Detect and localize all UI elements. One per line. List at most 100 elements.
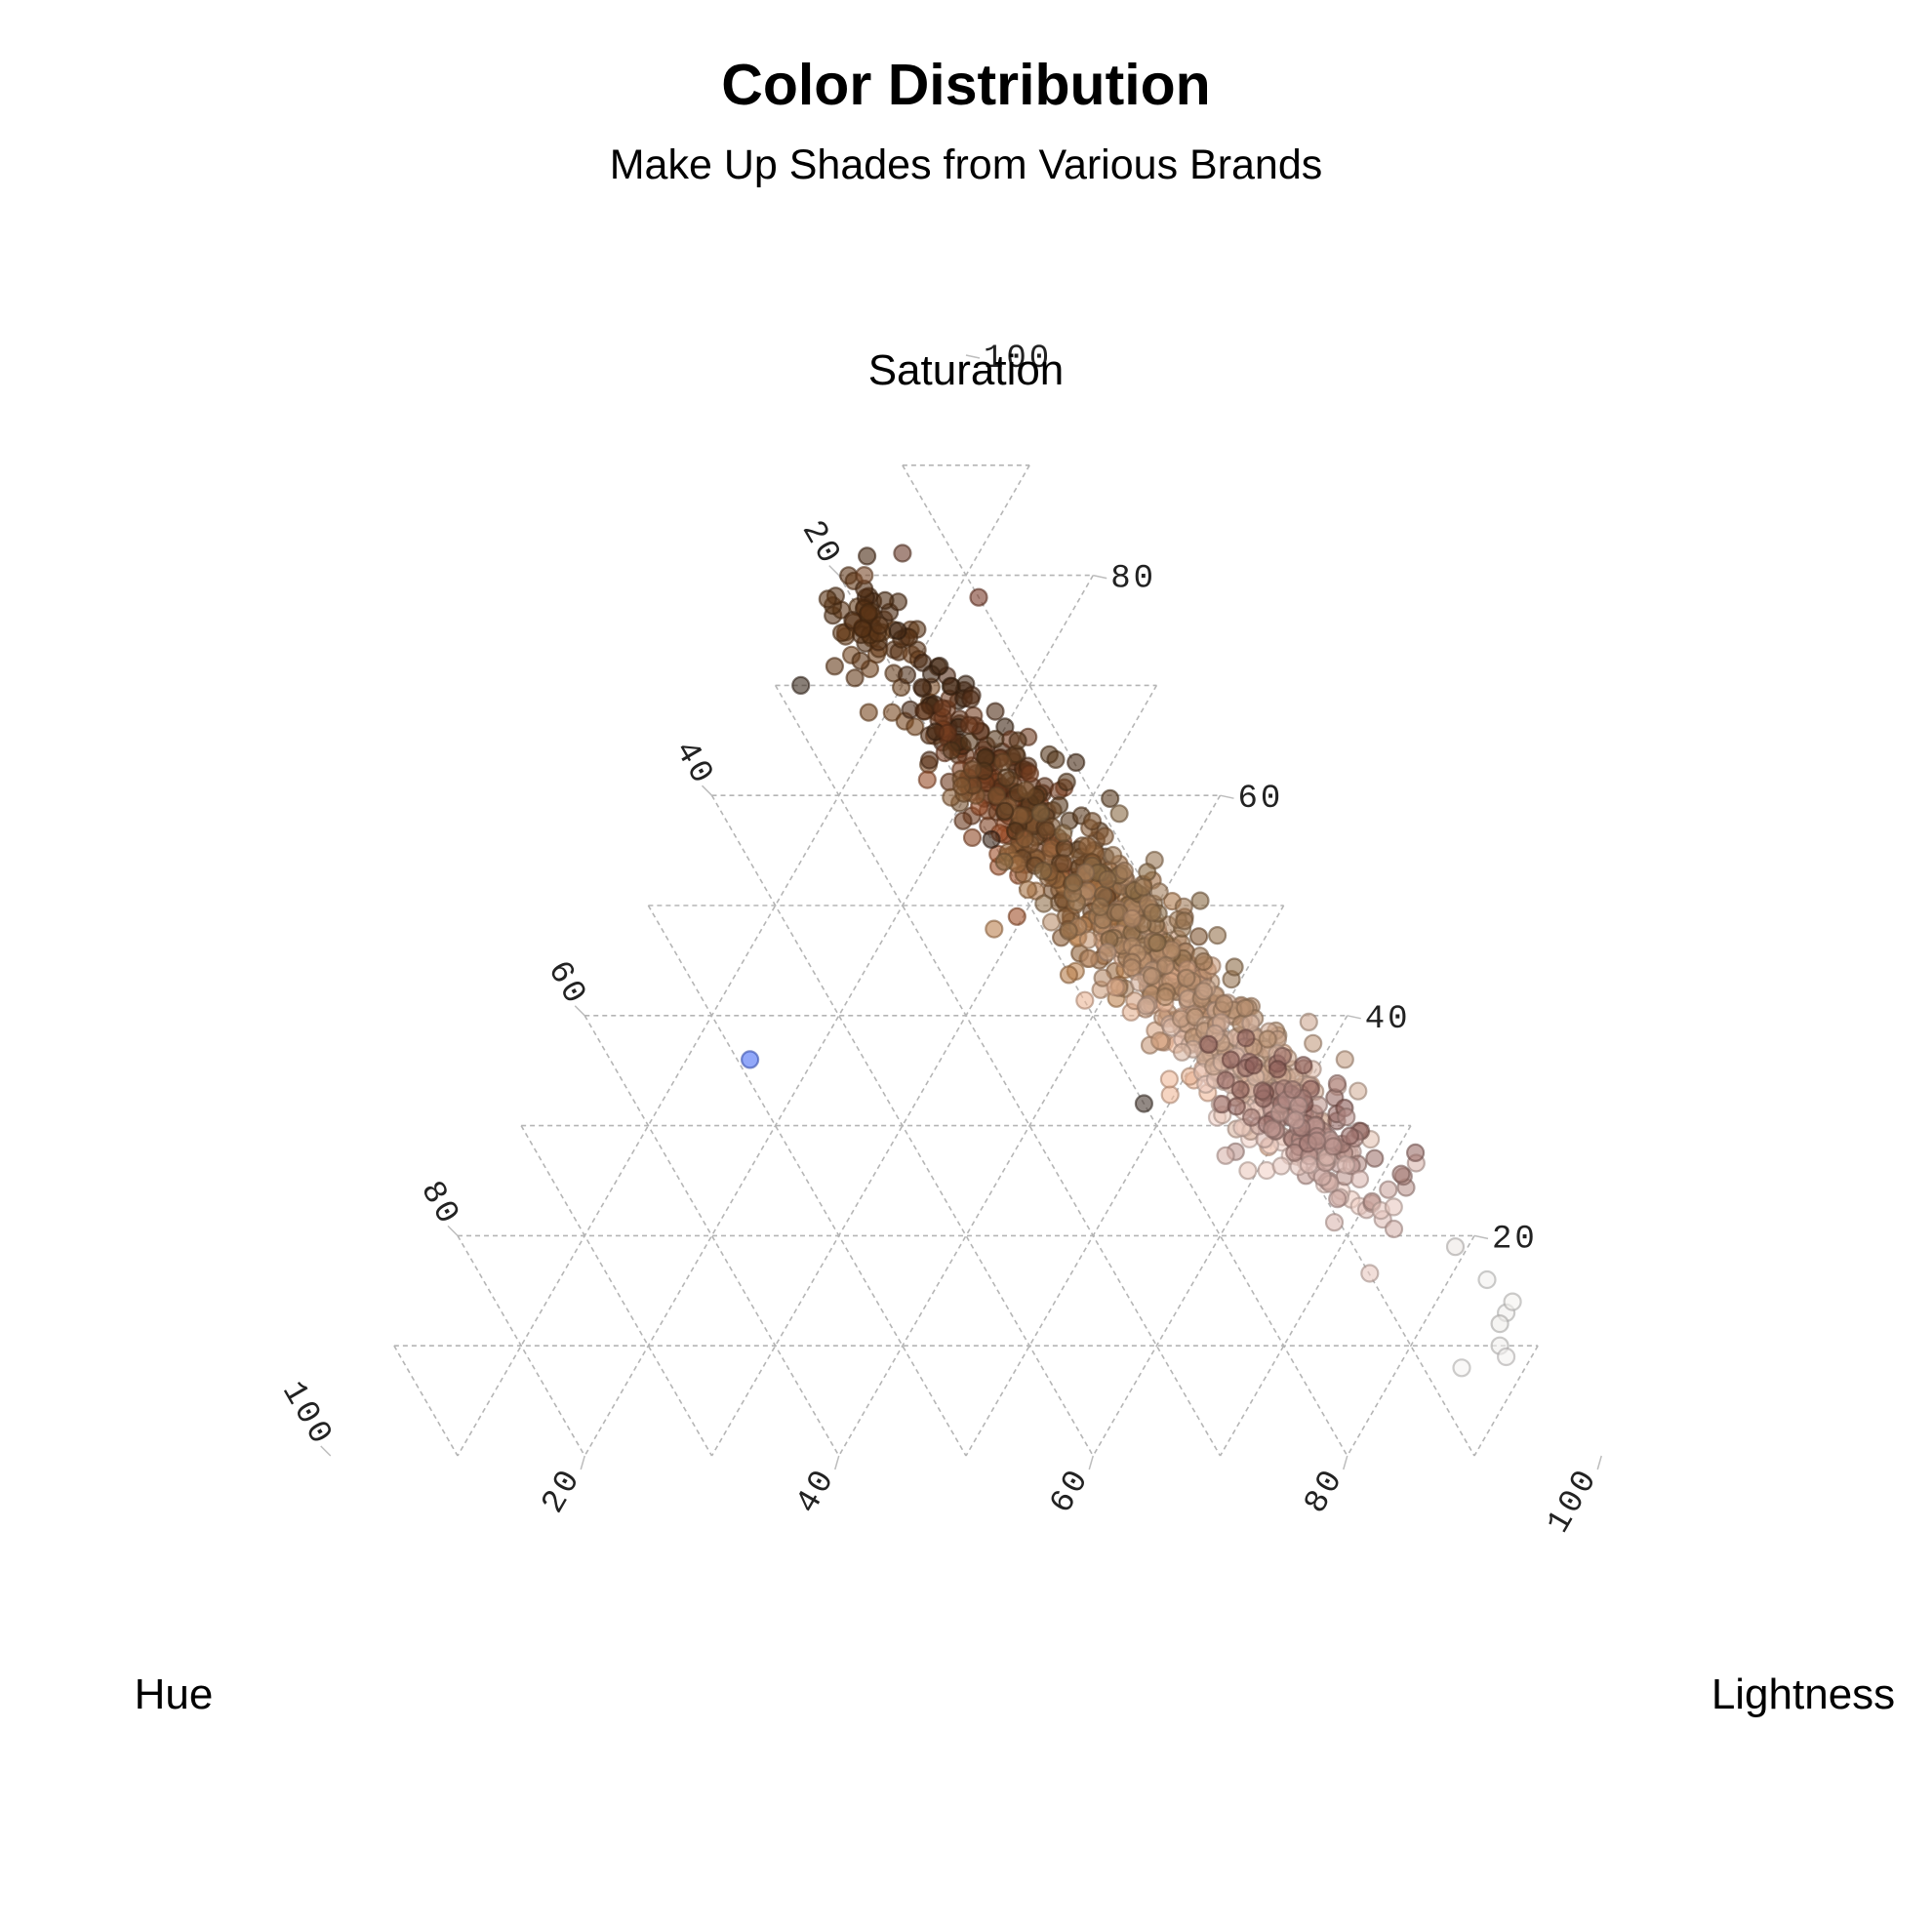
data-point — [1067, 752, 1086, 773]
data-point — [986, 729, 1005, 749]
data-point — [1379, 1180, 1398, 1199]
grid-line-lightness — [1347, 1235, 1475, 1457]
grid-line-hue — [647, 905, 967, 1457]
data-point — [1268, 1060, 1288, 1079]
data-point — [1199, 1034, 1219, 1055]
data-point — [1207, 925, 1228, 946]
data-point — [1328, 1189, 1348, 1209]
data-point — [1324, 1213, 1345, 1232]
data-point — [740, 1050, 760, 1069]
data-point — [1075, 863, 1096, 882]
data-point — [1445, 1237, 1466, 1257]
data-point — [951, 777, 972, 796]
tick-label-hue: 100 — [273, 1376, 340, 1454]
data-point — [912, 677, 932, 697]
tick-label-saturation: 100 — [984, 341, 1052, 378]
data-point — [1160, 1085, 1180, 1105]
data-point — [1136, 996, 1156, 1016]
data-point — [995, 801, 1015, 821]
data-point — [1104, 845, 1123, 865]
data-point — [1036, 821, 1057, 840]
data-point — [1360, 1264, 1380, 1283]
data-point — [1059, 965, 1079, 985]
grid-line-lightness — [1219, 1125, 1412, 1457]
data-point — [1155, 986, 1175, 1007]
data-point — [1235, 998, 1255, 1018]
tick-mark-lightness — [834, 1455, 840, 1470]
data-point — [985, 919, 1004, 939]
tick-label-hue: 60 — [539, 955, 593, 1014]
grid-line-lightness — [1092, 1015, 1348, 1457]
data-point — [1155, 955, 1176, 976]
data-point — [1114, 861, 1135, 881]
data-point — [1177, 968, 1196, 988]
data-point — [855, 565, 874, 585]
tick-label-saturation: 20 — [1492, 1221, 1538, 1258]
data-point — [938, 723, 957, 743]
data-point — [1106, 978, 1125, 997]
data-point — [933, 699, 952, 718]
data-point — [857, 546, 877, 566]
tick-label-saturation: 40 — [1365, 1001, 1411, 1038]
tick-label-hue: 40 — [666, 735, 721, 793]
data-point — [1244, 1056, 1264, 1075]
data-point — [1336, 1155, 1356, 1175]
data-point — [851, 651, 870, 670]
data-point — [1335, 1050, 1354, 1069]
tick-mark-hue — [574, 1005, 585, 1017]
tick-mark-lightness — [580, 1455, 585, 1470]
data-point — [1034, 894, 1054, 913]
data-point — [1365, 1148, 1385, 1168]
tick-mark-saturation — [1347, 1015, 1361, 1020]
data-point — [1007, 906, 1026, 926]
data-point — [1193, 951, 1214, 972]
data-point — [859, 703, 878, 722]
data-point — [1109, 804, 1129, 824]
tick-mark-saturation — [1220, 794, 1234, 799]
tick-label-lightness: 20 — [535, 1463, 589, 1521]
data-point — [882, 703, 902, 722]
tick-label-lightness: 100 — [1541, 1463, 1607, 1541]
tick-mark-saturation — [1093, 574, 1107, 580]
data-point — [1286, 1110, 1306, 1130]
point-layer — [740, 543, 1522, 1378]
data-point — [919, 750, 940, 770]
data-point — [1082, 811, 1103, 831]
grid-line-hue — [393, 1345, 459, 1457]
grid-line-lightness — [457, 464, 1030, 1457]
data-point — [818, 589, 837, 609]
data-point — [1503, 1292, 1522, 1311]
data-point — [1299, 1155, 1319, 1175]
data-point — [1142, 966, 1162, 986]
tick-label-hue: 80 — [412, 1175, 466, 1233]
data-point — [1271, 1156, 1291, 1176]
data-point — [942, 741, 961, 760]
data-point — [791, 675, 811, 696]
tick-mark-saturation — [965, 354, 981, 359]
tick-label-lightness: 60 — [1043, 1463, 1098, 1521]
data-point — [1337, 1107, 1356, 1127]
data-point — [1193, 982, 1214, 1001]
data-point — [1122, 908, 1142, 929]
grid-line-lightness — [710, 685, 1158, 1457]
data-point — [1283, 1079, 1303, 1100]
tick-label-saturation: 60 — [1238, 781, 1284, 818]
grid-line-hue — [774, 685, 1222, 1457]
data-point — [1214, 993, 1234, 1014]
data-point — [1015, 828, 1034, 849]
data-point — [917, 770, 937, 789]
data-point — [1236, 1028, 1256, 1048]
data-point — [1143, 903, 1162, 922]
data-point — [1075, 990, 1095, 1010]
data-point — [875, 590, 895, 611]
data-point — [962, 827, 983, 848]
tick-mark-lightness — [1088, 1455, 1094, 1470]
data-point — [1078, 930, 1098, 949]
data-point — [1225, 957, 1244, 977]
data-point — [1133, 877, 1153, 897]
data-point — [1046, 749, 1066, 770]
data-point — [1188, 927, 1209, 946]
data-point — [1093, 968, 1112, 987]
data-point — [961, 689, 981, 709]
data-point — [914, 702, 935, 721]
